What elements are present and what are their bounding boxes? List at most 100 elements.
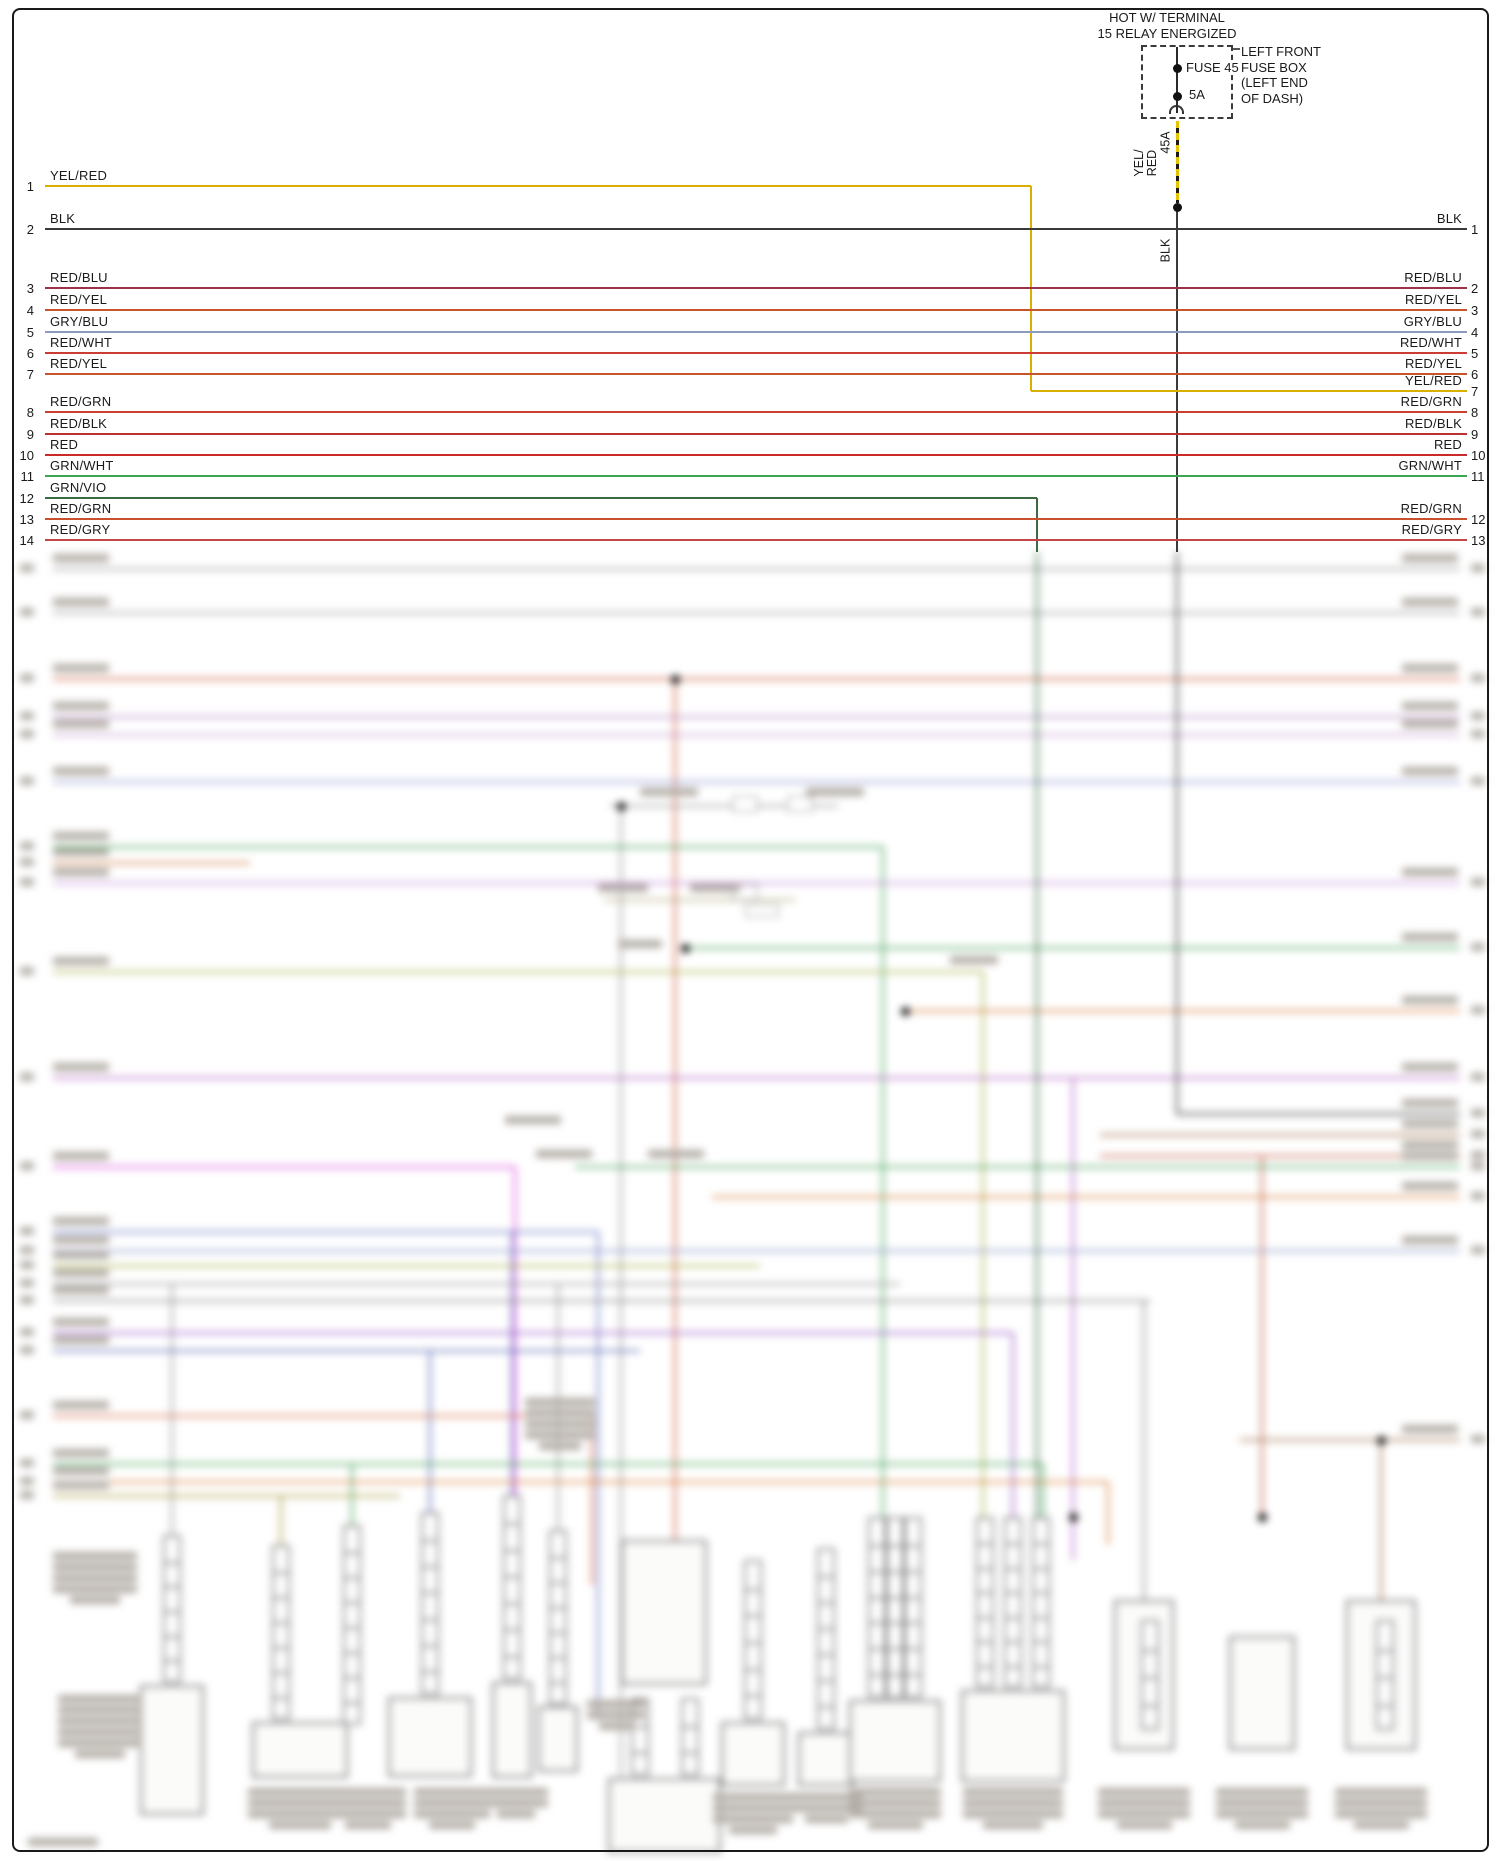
- blurred-pin-number: [20, 1162, 34, 1170]
- blurred-wire-label: [53, 848, 109, 856]
- connector-pin-mark: [1034, 1666, 1048, 1668]
- connector-pin-mark: [165, 1562, 179, 1564]
- pin-number-right: 3: [1471, 303, 1479, 318]
- blurred-caption-line: [849, 1810, 941, 1818]
- wire-segment: [53, 1299, 1150, 1303]
- blurred-caption-line: [53, 1552, 137, 1560]
- blurred-caption-line: [804, 1815, 848, 1823]
- blurred-wire-label: [53, 1336, 109, 1344]
- connector-pin-mark: [870, 1571, 884, 1573]
- wire-segment: [610, 804, 838, 808]
- connector-pin-mark: [165, 1660, 179, 1662]
- component-box: [721, 1722, 785, 1786]
- connector-ladder: [744, 1560, 762, 1720]
- blurred-caption-line: [1335, 1799, 1427, 1807]
- blurred-caption-line: [525, 1409, 595, 1417]
- blurred-caption-line: [484, 1788, 548, 1796]
- connector-pin-mark: [888, 1571, 902, 1573]
- wire-segment: [53, 1331, 1013, 1335]
- blurred-pin-number: [1471, 1073, 1485, 1081]
- connector-pin-mark: [1034, 1617, 1048, 1619]
- diagram-border: [12, 8, 1489, 1852]
- wire-segment: [45, 496, 1037, 500]
- blurred-wire-label: [1402, 1120, 1458, 1128]
- blurred-caption-line: [963, 1788, 1063, 1796]
- connector-pin-mark: [1006, 1666, 1020, 1668]
- component-box: [849, 1700, 941, 1782]
- connector-pin-mark: [1034, 1543, 1048, 1545]
- blurred-caption-line: [248, 1799, 352, 1807]
- blurred-caption-line: [849, 1788, 941, 1796]
- pin-label-left: GRN/VIO: [50, 480, 107, 495]
- junction-dot: [1172, 91, 1182, 101]
- pin-number-left: 10: [19, 448, 34, 463]
- connector-ladder: [817, 1548, 835, 1730]
- wire-segment: [556, 1284, 560, 1530]
- connector-pin-mark: [505, 1576, 519, 1578]
- fuse-box-outline: [1141, 45, 1233, 119]
- pin-label-right: RED/GRN: [1400, 501, 1462, 516]
- wire-segment: [619, 806, 623, 1778]
- connector-ladder: [1004, 1517, 1022, 1688]
- connector-pin-mark: [978, 1617, 992, 1619]
- wire-segment: [53, 1414, 592, 1418]
- pin-number-right: 11: [1471, 469, 1485, 484]
- component-box: [492, 1682, 532, 1778]
- blurred-pin-number: [20, 1279, 34, 1287]
- connector-pin-mark: [906, 1545, 920, 1547]
- blurred-wire-label: [1402, 1152, 1458, 1160]
- blurred-pin-number: [1471, 777, 1485, 785]
- connector-pin-mark: [165, 1586, 179, 1588]
- fuse-box-location-label: LEFT FRONT FUSE BOX (LEFT END OF DASH): [1241, 44, 1321, 106]
- blurred-caption-line: [70, 1596, 120, 1604]
- connector-pin-mark: [746, 1589, 760, 1591]
- connector-pin-mark: [1006, 1568, 1020, 1570]
- wire-segment: [53, 1165, 515, 1169]
- connector-pin-mark: [870, 1648, 884, 1650]
- pin-number-left: 14: [19, 533, 34, 548]
- blurred-pin-number: [20, 1477, 34, 1485]
- component-box: [1229, 1636, 1295, 1750]
- connector-pin-mark: [978, 1592, 992, 1594]
- blurred-wire-label: [53, 957, 109, 965]
- connector-pin-mark: [870, 1674, 884, 1676]
- wire-segment: [428, 1351, 432, 1512]
- blurred-caption-line: [963, 1799, 1063, 1807]
- connector-pin-mark: [746, 1669, 760, 1671]
- wire-segment: [45, 351, 1467, 355]
- blurred-pin-number: [1471, 1162, 1485, 1170]
- wire-segment: [1100, 1133, 1460, 1137]
- wire-segment: [1100, 1154, 1460, 1158]
- connector-pin-mark: [888, 1545, 902, 1547]
- pin-label-left: RED/YEL: [50, 292, 108, 307]
- blurred-caption-line: [539, 1442, 581, 1450]
- component-box: [388, 1697, 472, 1777]
- wire-segment: [590, 1416, 594, 1585]
- blurred-wire-label: [53, 767, 109, 775]
- pin-label-right: BLK: [1436, 211, 1462, 226]
- pin-label-right: YEL/RED: [1404, 373, 1462, 388]
- connector-ladder: [681, 1698, 699, 1776]
- connector-pin-mark: [1006, 1617, 1020, 1619]
- blurred-wire-label: [53, 1063, 109, 1071]
- connector-ladder: [886, 1517, 904, 1698]
- connector-pin-mark: [906, 1571, 920, 1573]
- blurred-caption-line: [1098, 1799, 1190, 1807]
- blurred-caption-line: [1216, 1810, 1308, 1818]
- blurred-text: [598, 884, 648, 892]
- junction-dot: [900, 1006, 910, 1016]
- connector-pin-mark: [423, 1671, 437, 1673]
- wire-segment: [1260, 1156, 1264, 1520]
- wire-segment: [45, 410, 1467, 414]
- connector-pin-mark: [633, 1726, 647, 1728]
- pin-label-right: RED/BLU: [1404, 270, 1462, 285]
- blurred-caption-line: [345, 1821, 391, 1829]
- wire-segment: [596, 1232, 600, 1720]
- wire-segment: [45, 453, 1467, 457]
- connector-pin-mark: [423, 1619, 437, 1621]
- connector-pin-mark: [1378, 1677, 1392, 1679]
- pin-number-left: 8: [26, 405, 34, 420]
- wire-segment: [1233, 48, 1240, 50]
- blurred-wire-label: [53, 1467, 109, 1475]
